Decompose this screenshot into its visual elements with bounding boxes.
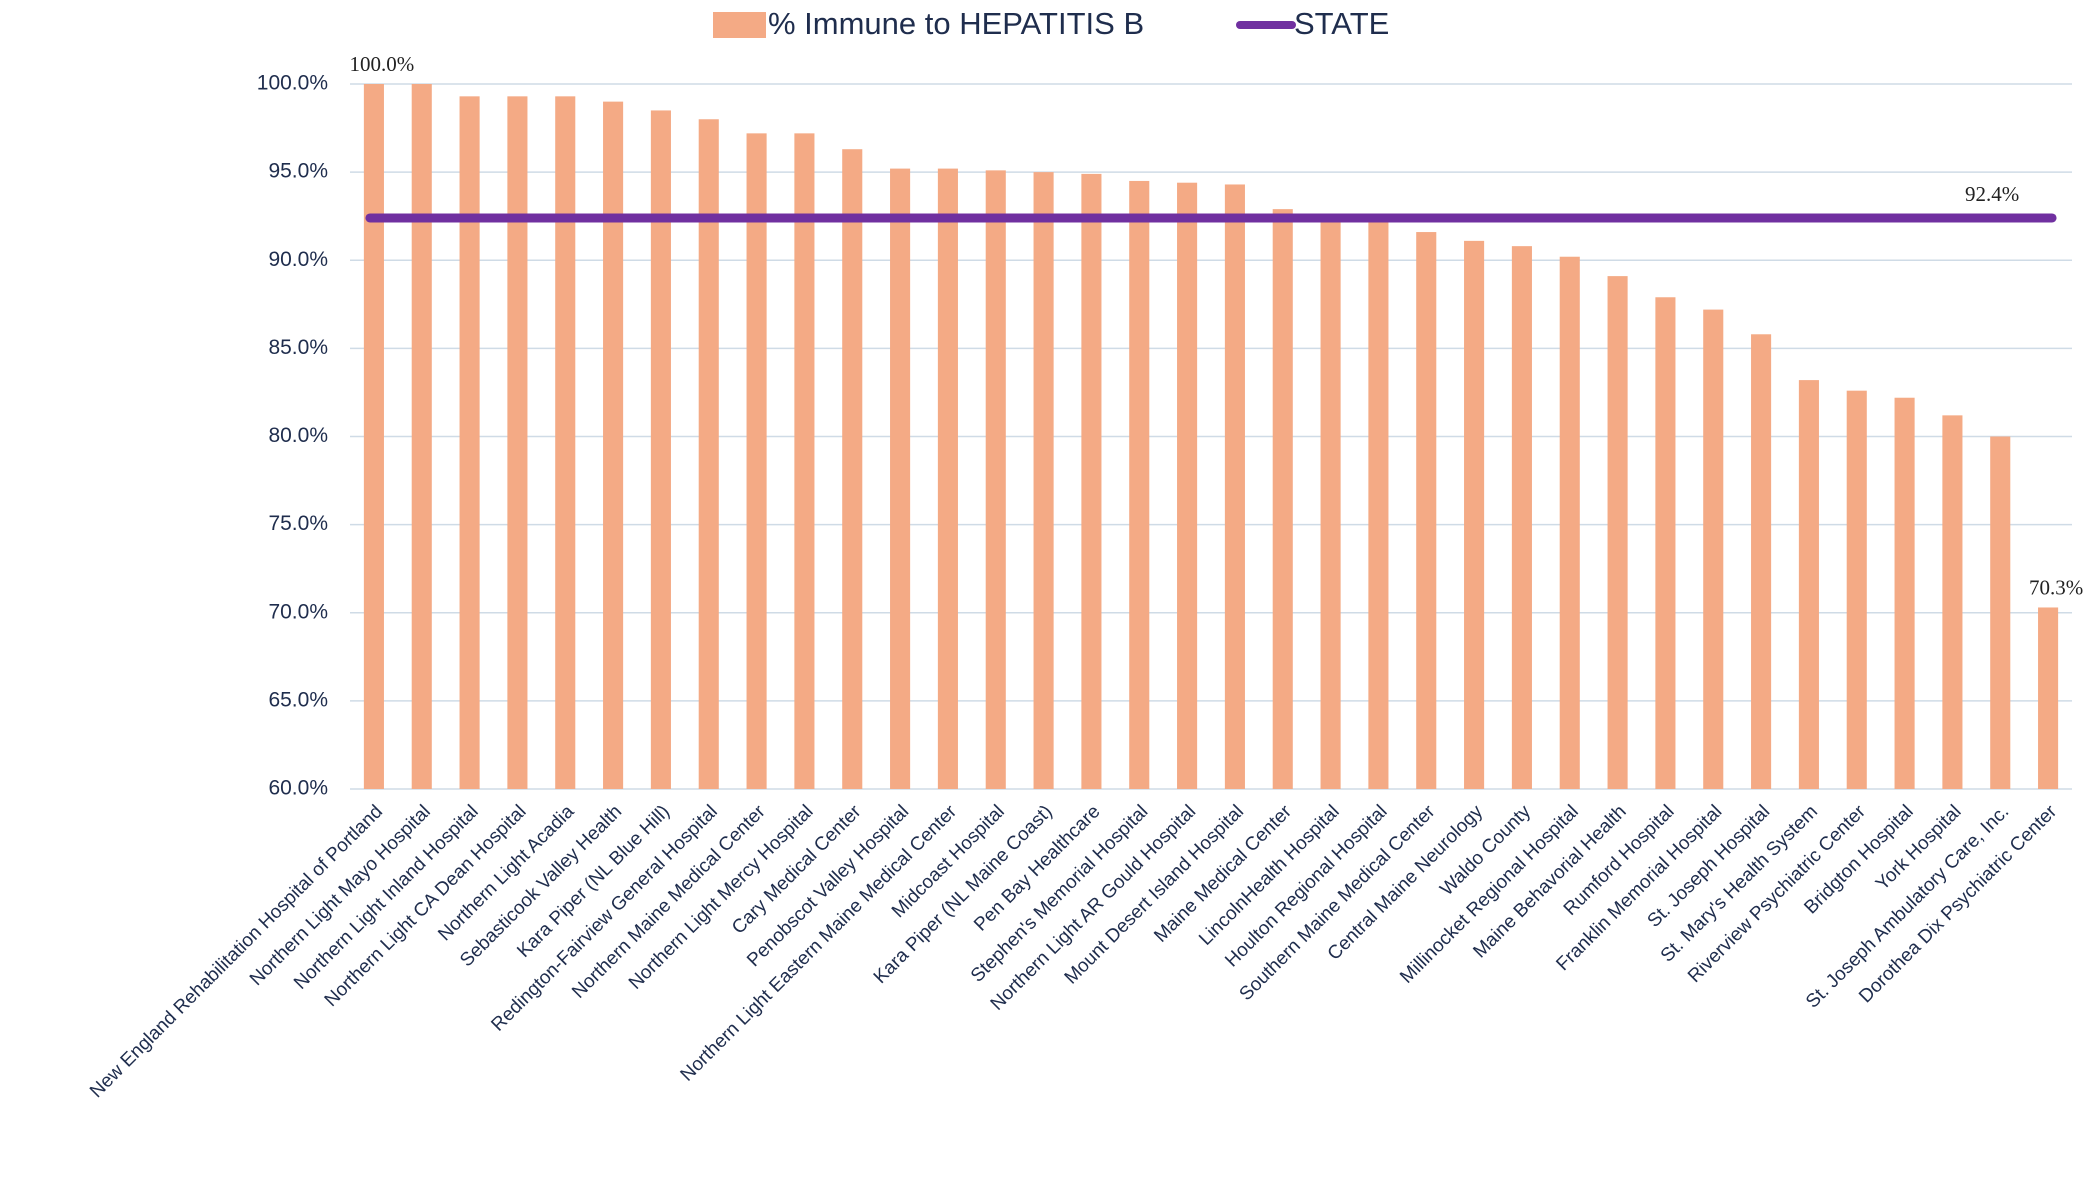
bar [1177, 182, 1198, 789]
y-tick-label: 85.0% [268, 336, 328, 359]
bar [1751, 334, 1772, 789]
bar [363, 84, 384, 789]
y-tick-label: 90.0% [268, 248, 328, 271]
bar [650, 110, 671, 789]
y-tick-label: 60.0% [268, 777, 328, 800]
bar [411, 84, 432, 789]
bar [1942, 415, 1963, 789]
y-tick-label: 100.0% [257, 72, 328, 95]
bar [937, 168, 958, 790]
legend-swatch [713, 12, 766, 38]
bar [1607, 276, 1628, 789]
bar [459, 96, 480, 789]
bar [1846, 390, 1867, 789]
value-label: 100.0% [350, 52, 415, 76]
bar [2038, 607, 2059, 789]
y-tick-label: 95.0% [268, 160, 328, 183]
bar [1368, 219, 1389, 789]
bar [1224, 184, 1245, 789]
bar [1559, 256, 1580, 790]
bar [1894, 397, 1915, 789]
x-tick-label: Northern Light Inland Hospital [290, 801, 483, 994]
legend-label: STATE [1294, 6, 1389, 41]
bar [1129, 180, 1150, 789]
y-tick-label: 70.0% [268, 600, 328, 623]
y-tick-label: 65.0% [268, 688, 328, 711]
bar [1655, 297, 1676, 789]
bar [985, 170, 1006, 790]
y-tick-label: 75.0% [268, 512, 328, 535]
bar [1464, 240, 1485, 790]
bar [555, 96, 576, 789]
bar [1798, 380, 1819, 789]
value-label: 70.3% [2029, 575, 2083, 599]
x-tick-label: Northern Light Mayo Hospital [246, 801, 435, 990]
y-tick-label: 80.0% [268, 424, 328, 447]
state-label: 92.4% [1965, 182, 2019, 206]
bar [890, 168, 911, 790]
bar [1703, 309, 1724, 789]
bar [746, 133, 767, 790]
legend-label: % Immune to HEPATITIS B [768, 6, 1144, 41]
bar [842, 149, 863, 789]
bar [794, 133, 815, 790]
bar [603, 101, 624, 789]
bar [1033, 172, 1054, 789]
bar [1511, 246, 1532, 789]
bar [507, 96, 528, 789]
bar [1081, 173, 1102, 789]
bar [1990, 436, 2011, 789]
bar [1416, 232, 1437, 790]
bar [1320, 216, 1341, 789]
bar [698, 119, 719, 789]
bar [1272, 209, 1293, 789]
